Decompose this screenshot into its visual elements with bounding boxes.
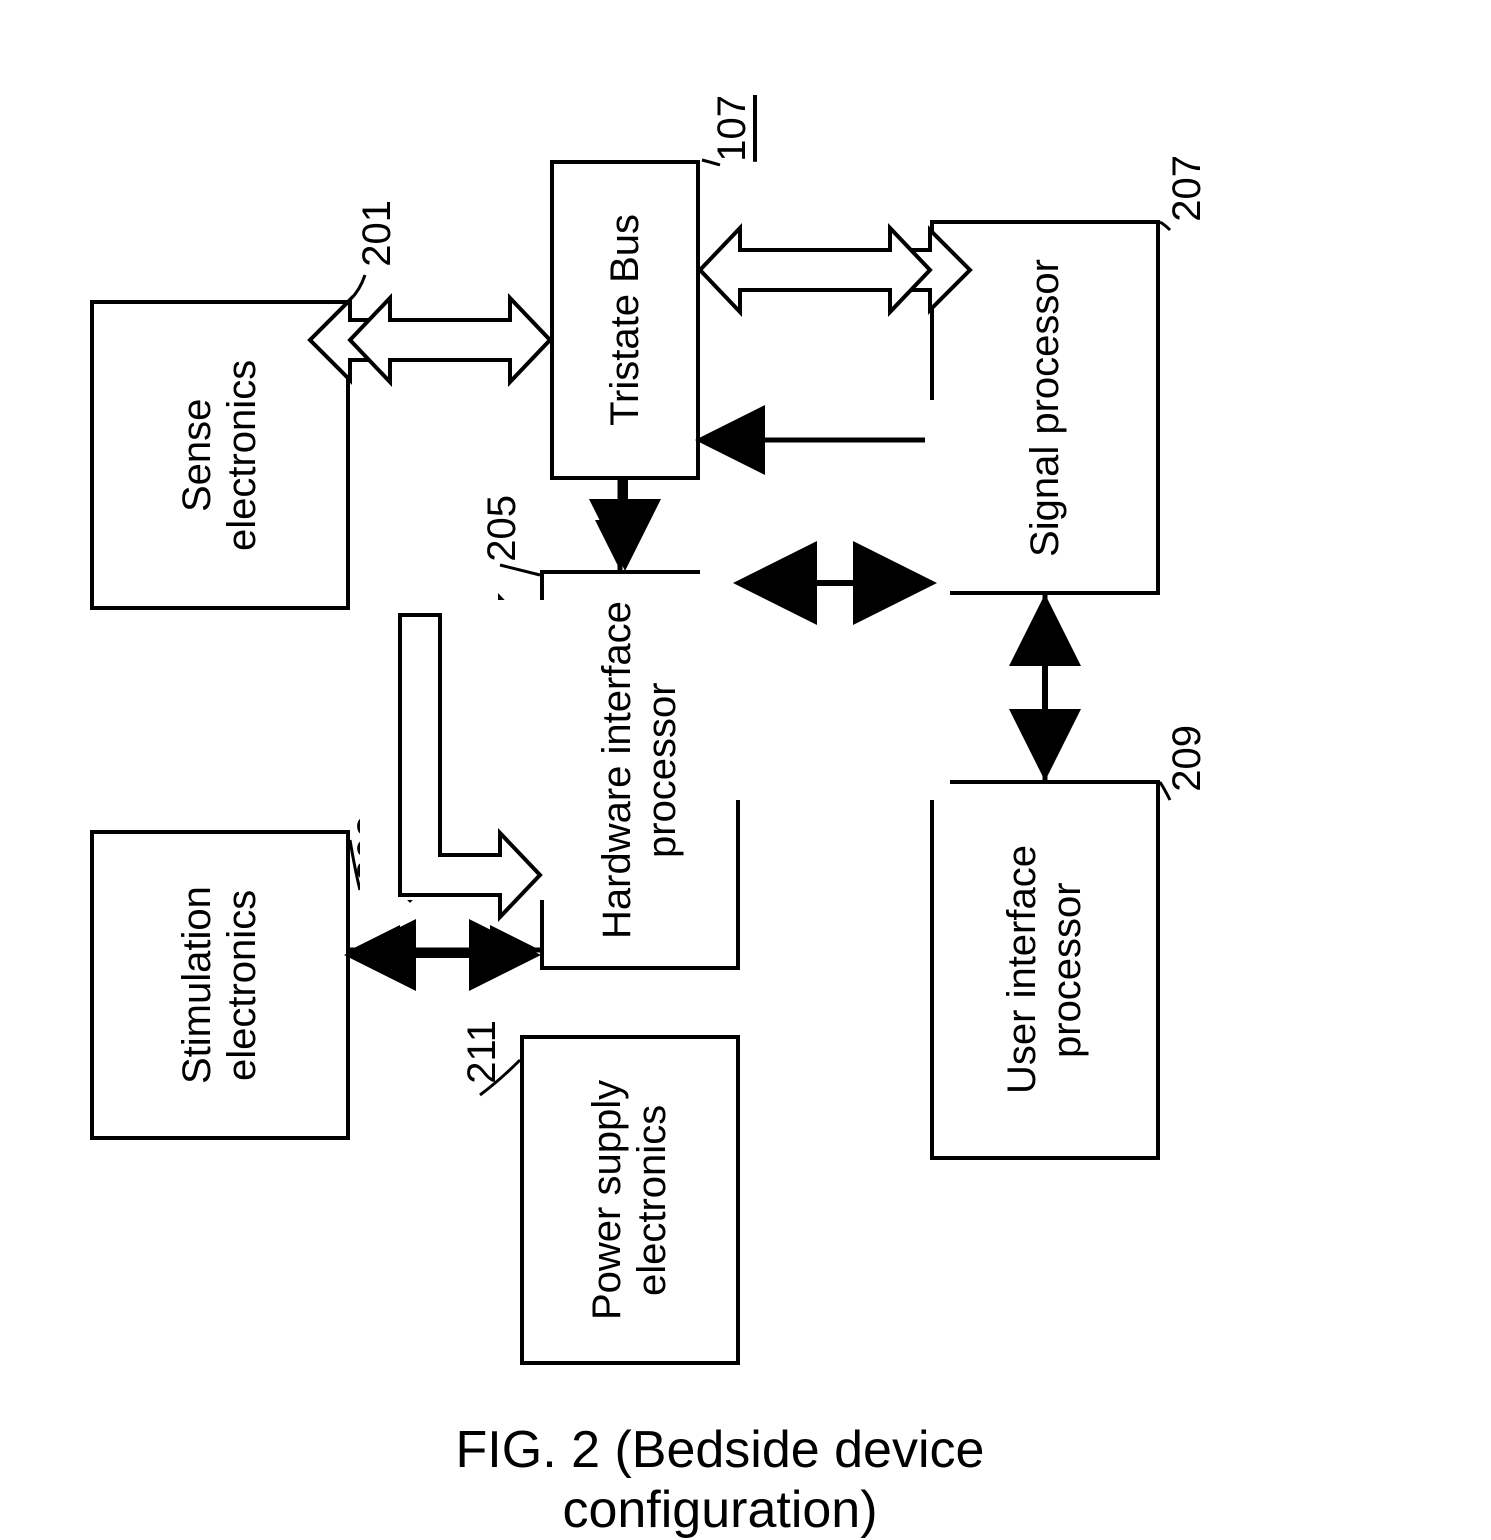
ref-205: 205	[480, 495, 525, 562]
figure-caption: FIG. 2 (Bedside device configuration)	[320, 1420, 1120, 1540]
ref-211: 211	[460, 1020, 505, 1084]
ref-207: 207	[1165, 155, 1210, 222]
arrows-clean	[0, 0, 1491, 1535]
box-sense: Sense electronics	[90, 300, 350, 610]
ref-209: 209	[1165, 725, 1210, 792]
box-tristate-label: Tristate Bus	[603, 214, 648, 426]
box-stim-label: Stimulation electronics	[175, 834, 265, 1136]
arrows-final	[0, 0, 1491, 1535]
box-stim: Stimulation electronics	[90, 830, 350, 1140]
ref-107: 107	[710, 95, 755, 162]
box-sense-label: Sense electronics	[175, 304, 265, 606]
box-hwif: Hardware interface processor	[540, 570, 740, 970]
leader-201	[350, 275, 365, 300]
arrows-overlay	[0, 0, 1491, 1535]
box-tristate: Tristate Bus	[550, 160, 700, 480]
ref-201: 201	[355, 200, 400, 267]
box-power: Power supply electronics	[520, 1035, 740, 1365]
diagram-canvas: Sense electronics Stimulation electronic…	[0, 0, 1491, 1535]
leader-205	[500, 565, 540, 575]
ref-203: 203	[350, 815, 395, 882]
box-uiproc: User interface processor	[930, 780, 1160, 1160]
box-hwif-label: Hardware interface processor	[595, 574, 685, 966]
box-power-label: Power supply electronics	[585, 1039, 675, 1361]
box-sigproc: Signal processor	[930, 220, 1160, 595]
leader-207	[1160, 222, 1170, 230]
box-sigproc-label: Signal processor	[1023, 259, 1068, 557]
box-uiproc-label: User interface processor	[1000, 784, 1090, 1156]
arrow-sense-hwif	[370, 610, 540, 900]
